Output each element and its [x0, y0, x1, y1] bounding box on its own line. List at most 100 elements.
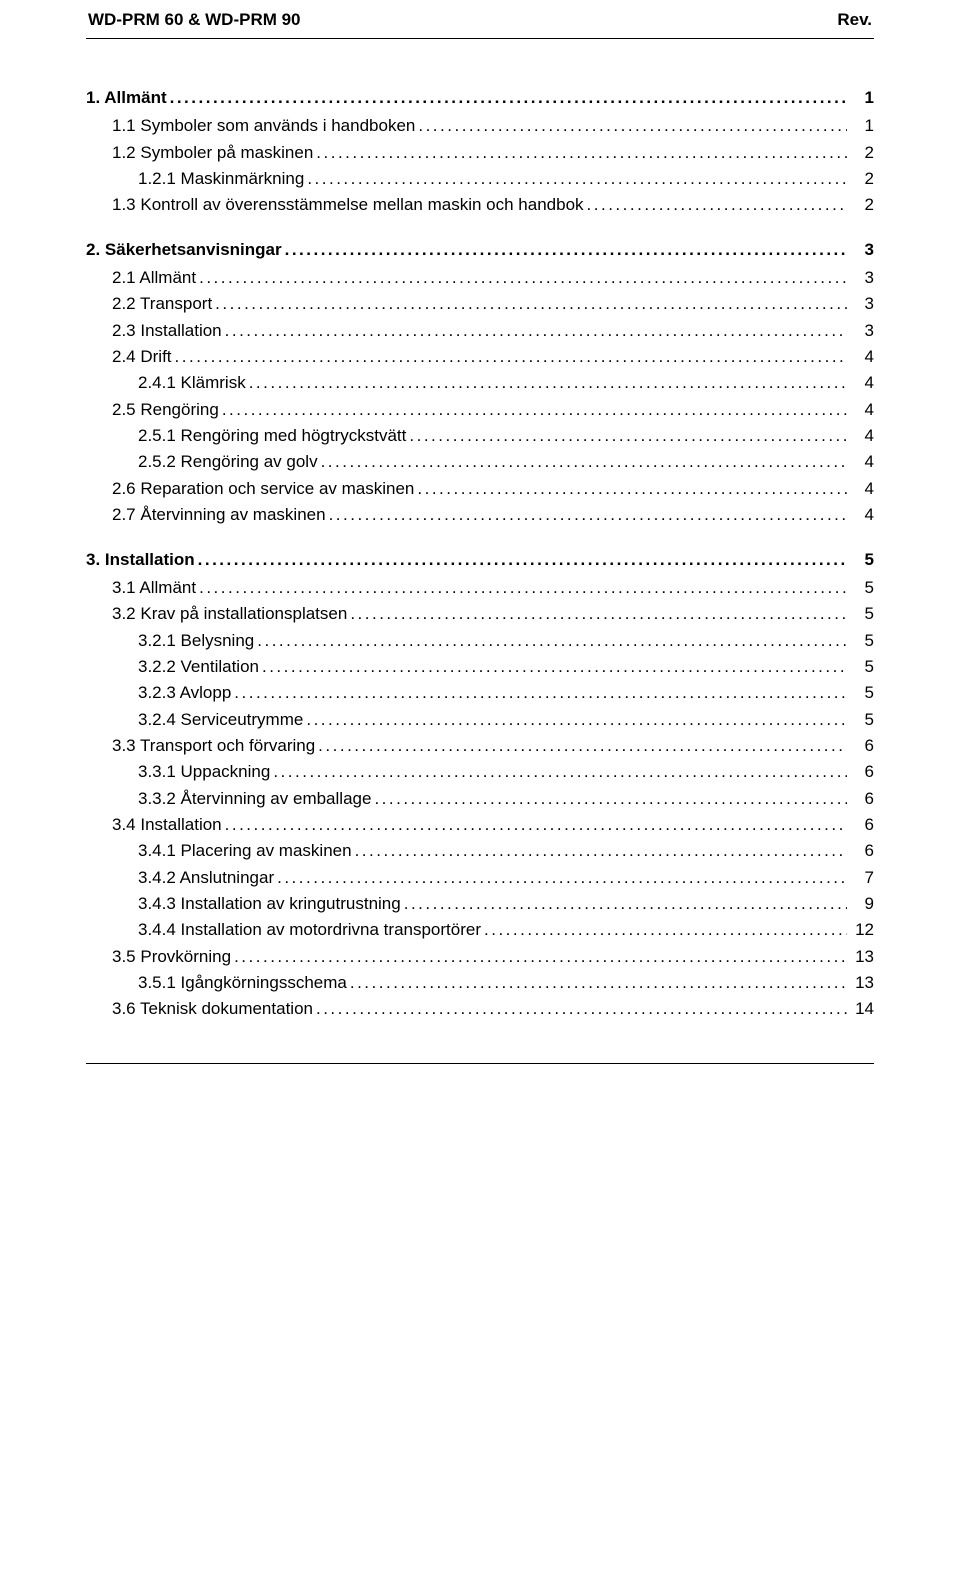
- toc-entry-page: 5: [850, 575, 874, 601]
- toc-leader-dots: [417, 476, 847, 502]
- toc-entry-label: 3. Installation: [86, 547, 195, 573]
- toc-entry-label: 2.1 Allmänt: [112, 265, 196, 291]
- toc-leader-dots: [587, 192, 847, 218]
- toc-leader-dots: [329, 502, 847, 528]
- toc-leader-dots: [350, 601, 847, 627]
- toc-entry-page: 3: [850, 291, 874, 317]
- toc-entry-page: 5: [850, 628, 874, 654]
- toc-leader-dots: [234, 944, 847, 970]
- toc-entry: 3.3 Transport och förvaring 6: [86, 733, 874, 759]
- toc-entry-page: 5: [850, 654, 874, 680]
- toc-entry-page: 4: [850, 344, 874, 370]
- toc-entry-label: 3.4.3 Installation av kringutrustning: [138, 891, 401, 917]
- toc-leader-dots: [355, 838, 847, 864]
- toc-entry-label: 1. Allmänt: [86, 85, 167, 111]
- toc-entry-page: 4: [850, 370, 874, 396]
- toc-entry-page: 12: [850, 917, 874, 943]
- toc-entry-label: 3.1 Allmänt: [112, 575, 196, 601]
- toc-entry-page: 6: [850, 838, 874, 864]
- toc-leader-dots: [249, 370, 847, 396]
- toc-entry-page: 4: [850, 502, 874, 528]
- toc-entry-page: 2: [850, 192, 874, 218]
- toc-leader-dots: [374, 786, 847, 812]
- toc-entry: 3.3.2 Återvinning av emballage6: [86, 786, 874, 812]
- toc-leader-dots: [170, 85, 847, 111]
- toc-entry-label: 3.6 Teknisk dokumentation: [112, 996, 313, 1022]
- toc-entry-label: 2.3 Installation: [112, 318, 222, 344]
- toc-entry-label: 3.5.1 Igångkörningsschema: [138, 970, 347, 996]
- table-of-contents: 1. Allmänt 1 1.1 Symboler som används i ha…: [86, 85, 874, 1023]
- toc-entry-page: 13: [850, 944, 874, 970]
- toc-entry-label: 3.4 Installation: [112, 812, 222, 838]
- toc-entry-page: 5: [850, 680, 874, 706]
- toc-entry-page: 9: [850, 891, 874, 917]
- toc-entry: 2.4 Drift 4: [86, 344, 874, 370]
- toc-entry: 2.6 Reparation och service av maskinen 4: [86, 476, 874, 502]
- toc-entry: 3.4 Installation 6: [86, 812, 874, 838]
- toc-leader-dots: [199, 575, 847, 601]
- page-header: WD-PRM 60 & WD-PRM 90 Rev.: [86, 10, 874, 38]
- toc-entry-page: 7: [850, 865, 874, 891]
- header-left: WD-PRM 60 & WD-PRM 90: [88, 10, 301, 30]
- toc-entry-label: 2.5.1 Rengöring med högtryckstvätt: [138, 423, 406, 449]
- toc-entry: 3.2 Krav på installationsplatsen5: [86, 601, 874, 627]
- toc-entry: 3. Installation 5: [86, 547, 874, 573]
- toc-entry-label: 3.2 Krav på installationsplatsen: [112, 601, 347, 627]
- toc-leader-dots: [404, 891, 847, 917]
- toc-leader-dots: [175, 344, 847, 370]
- toc-entry-label: 2.6 Reparation och service av maskinen: [112, 476, 414, 502]
- toc-entry-label: 3.3.1 Uppackning: [138, 759, 270, 785]
- toc-entry-page: 3: [850, 318, 874, 344]
- toc-entry-label: 3.2.4 Serviceutrymme: [138, 707, 303, 733]
- header-right: Rev.: [837, 10, 872, 30]
- toc-leader-dots: [222, 397, 847, 423]
- toc-leader-dots: [409, 423, 847, 449]
- toc-entry-label: 3.4.2 Anslutningar: [138, 865, 274, 891]
- footer-rule: [86, 1063, 874, 1064]
- toc-entry: 2.7 Återvinning av maskinen 4: [86, 502, 874, 528]
- toc-entry: 2. Säkerhetsanvisningar 3: [86, 237, 874, 263]
- toc-entry-page: 4: [850, 476, 874, 502]
- toc-leader-dots: [198, 547, 847, 573]
- toc-entry-label: 2.7 Återvinning av maskinen: [112, 502, 326, 528]
- toc-leader-dots: [257, 628, 847, 654]
- toc-entry-label: 2.5 Rengöring: [112, 397, 219, 423]
- toc-entry-label: 3.3 Transport och förvaring: [112, 733, 315, 759]
- toc-leader-dots: [215, 291, 847, 317]
- toc-entry-label: 2. Säkerhetsanvisningar: [86, 237, 282, 263]
- toc-entry: 3.4.3 Installation av kringutrustning 9: [86, 891, 874, 917]
- toc-entry-label: 2.4 Drift: [112, 344, 172, 370]
- toc-entry-label: 3.2.3 Avlopp: [138, 680, 231, 706]
- toc-entry: 1.2.1 Maskinmärkning2: [86, 166, 874, 192]
- toc-leader-dots: [307, 166, 847, 192]
- toc-entry-page: 4: [850, 449, 874, 475]
- toc-entry-page: 14: [850, 996, 874, 1022]
- toc-entry-page: 6: [850, 733, 874, 759]
- toc-entry-page: 2: [850, 140, 874, 166]
- toc-entry-label: 3.3.2 Återvinning av emballage: [138, 786, 371, 812]
- toc-leader-dots: [484, 917, 847, 943]
- toc-leader-dots: [273, 759, 847, 785]
- toc-entry: 3.6 Teknisk dokumentation 14: [86, 996, 874, 1022]
- toc-entry: 3.5 Provkörning 13: [86, 944, 874, 970]
- toc-entry-page: 4: [850, 423, 874, 449]
- toc-entry: 1. Allmänt 1: [86, 85, 874, 111]
- toc-leader-dots: [225, 318, 847, 344]
- toc-entry-page: 1: [850, 113, 874, 139]
- toc-entry-label: 3.2.2 Ventilation: [138, 654, 259, 680]
- toc-entry-label: 1.1 Symboler som används i handboken: [112, 113, 415, 139]
- toc-entry-page: 3: [850, 237, 874, 263]
- toc-leader-dots: [418, 113, 847, 139]
- toc-entry-page: 3: [850, 265, 874, 291]
- toc-entry-page: 1: [850, 85, 874, 111]
- toc-leader-dots: [199, 265, 847, 291]
- toc-leader-dots: [262, 654, 847, 680]
- toc-entry: 3.2.2 Ventilation 5: [86, 654, 874, 680]
- toc-entry-page: 5: [850, 547, 874, 573]
- toc-entry-page: 6: [850, 812, 874, 838]
- toc-entry: 3.2.3 Avlopp 5: [86, 680, 874, 706]
- toc-entry: 3.3.1 Uppackning6: [86, 759, 874, 785]
- toc-leader-dots: [285, 237, 847, 263]
- toc-entry: 2.3 Installation 3: [86, 318, 874, 344]
- toc-entry-label: 3.5 Provkörning: [112, 944, 231, 970]
